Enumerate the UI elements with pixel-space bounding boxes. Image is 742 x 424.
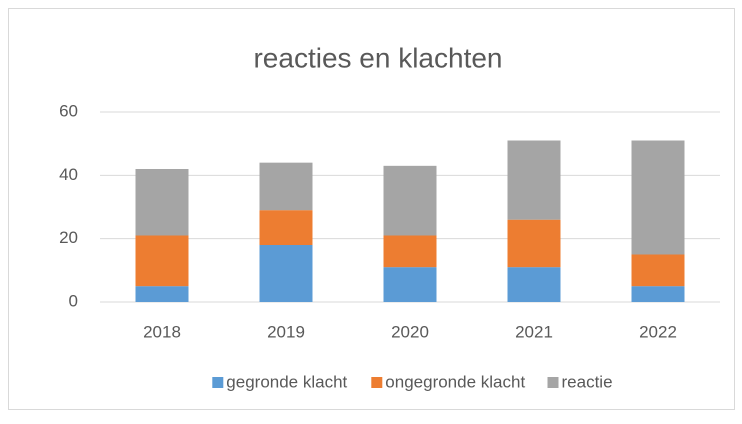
bar-segment	[135, 235, 189, 287]
legend-swatch	[547, 377, 559, 388]
legend-label: ongegronde klacht	[385, 372, 525, 391]
bar-segment	[259, 210, 313, 245]
legend-label: reactie	[562, 372, 613, 391]
bar-segment	[631, 140, 685, 255]
legend-swatch	[212, 377, 224, 388]
y-tick-label: 20	[59, 228, 78, 247]
bar-segment	[135, 169, 189, 236]
bar-segment	[135, 286, 189, 302]
bar-segment	[631, 254, 685, 287]
x-tick-label: 2022	[639, 322, 677, 341]
bar-segment	[259, 162, 313, 211]
x-tick-label: 2020	[391, 322, 429, 341]
bar-segment	[383, 165, 437, 236]
legend-label: gegronde klacht	[226, 372, 347, 391]
bar-segment	[383, 267, 437, 302]
bar-segment	[507, 140, 561, 220]
bar-segment	[507, 219, 561, 268]
chart-title: reacties en klachten	[253, 42, 502, 73]
y-tick-label: 0	[69, 291, 78, 310]
bar-segment	[383, 235, 437, 268]
bar-segment	[631, 286, 685, 302]
bar-segment	[507, 267, 561, 302]
bar-segment	[259, 245, 313, 302]
y-tick-label: 60	[59, 101, 78, 120]
x-tick-label: 2018	[143, 322, 181, 341]
chart-border	[8, 8, 735, 410]
x-tick-label: 2021	[515, 322, 553, 341]
legend-swatch	[371, 377, 383, 388]
x-tick-label: 2019	[267, 322, 305, 341]
y-tick-label: 40	[59, 165, 78, 184]
